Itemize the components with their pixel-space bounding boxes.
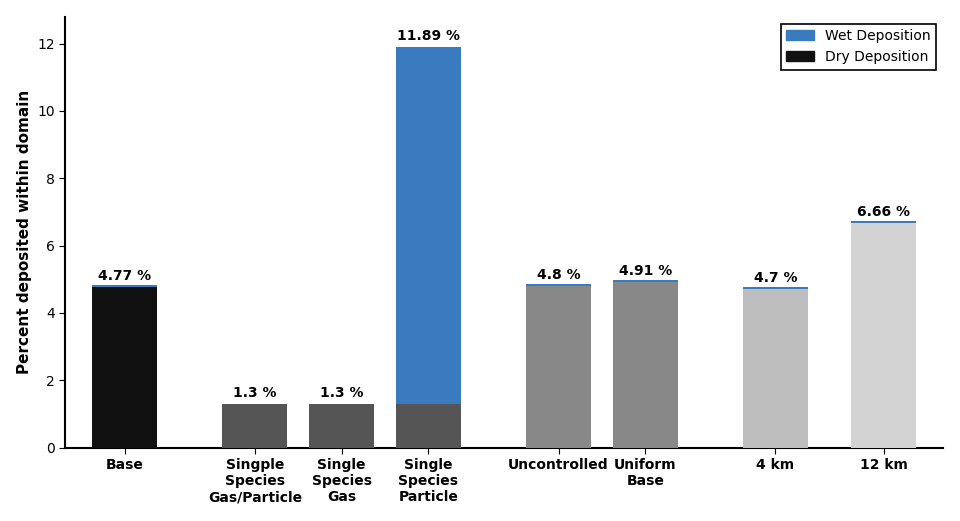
- Bar: [526, 286, 591, 448]
- Bar: [396, 404, 461, 448]
- Bar: [309, 404, 374, 448]
- Legend: Wet Deposition, Dry Deposition: Wet Deposition, Dry Deposition: [780, 23, 936, 70]
- Text: 11.89 %: 11.89 %: [396, 29, 460, 43]
- Text: 1.3 %: 1.3 %: [233, 386, 276, 400]
- Bar: [852, 221, 916, 224]
- Text: 1.3 %: 1.3 %: [320, 386, 364, 400]
- Bar: [852, 224, 916, 448]
- Bar: [612, 282, 678, 448]
- Bar: [526, 283, 591, 286]
- Text: 4.7 %: 4.7 %: [754, 271, 797, 286]
- Text: 4.8 %: 4.8 %: [537, 268, 580, 282]
- Text: 6.66 %: 6.66 %: [857, 205, 910, 219]
- Bar: [396, 47, 461, 404]
- Text: 4.77 %: 4.77 %: [98, 269, 152, 283]
- Bar: [92, 284, 157, 287]
- Y-axis label: Percent deposited within domain: Percent deposited within domain: [16, 90, 32, 374]
- Bar: [743, 287, 807, 289]
- Bar: [743, 289, 807, 448]
- Bar: [612, 280, 678, 282]
- Bar: [223, 404, 287, 448]
- Bar: [92, 287, 157, 448]
- Text: 4.91 %: 4.91 %: [618, 264, 672, 278]
